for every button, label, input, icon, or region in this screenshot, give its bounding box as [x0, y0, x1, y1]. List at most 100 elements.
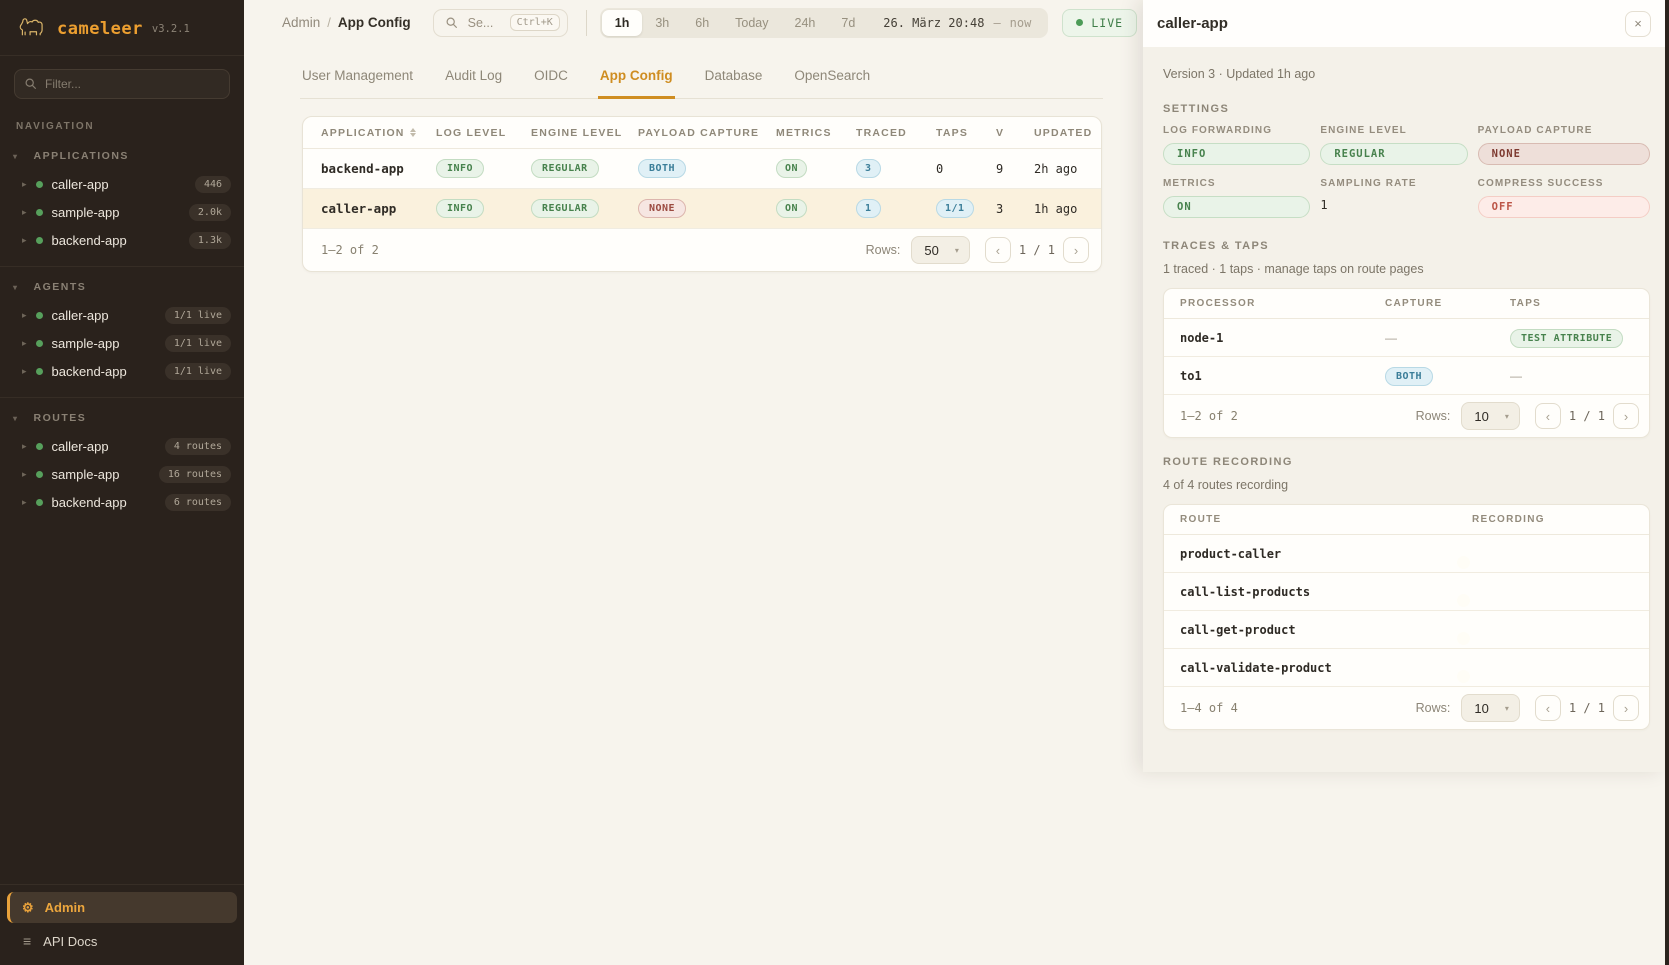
time-range-24h[interactable]: 24h	[794, 15, 816, 30]
item-count-badge: 1/1 live	[164, 362, 231, 380]
filter-input[interactable]	[14, 69, 230, 99]
sidebar-item-routes-sample-app[interactable]: ▸ sample-app 16 routes	[0, 460, 244, 488]
breadcrumb-separator: /	[327, 15, 331, 30]
sidebar-item-admin[interactable]: ⚙ Admin	[7, 892, 237, 923]
item-label: sample-app	[51, 204, 120, 220]
section-applications: ▾ APPLICATIONS ▸ caller-app 446 ▸ sample…	[0, 136, 244, 266]
route-row-call-get-product: call-get-product	[1164, 611, 1649, 649]
item-label: sample-app	[51, 466, 120, 482]
rows-per-page-select[interactable]: 10 ▾	[1461, 694, 1520, 722]
global-search[interactable]: Ctrl+K	[432, 8, 568, 37]
sidebar-item-agents-caller-app[interactable]: ▸ caller-app 1/1 live	[0, 301, 244, 329]
date-range-display[interactable]: 26. März 20:48 — now	[868, 16, 1046, 30]
tab-audit-log[interactable]: Audit Log	[445, 68, 503, 83]
next-page-button[interactable]: ›	[1063, 237, 1089, 263]
table-row-backend-app[interactable]: backend-app INFO REGULAR BOTH ON 3 0 9 2…	[303, 149, 1101, 189]
tab-opensearch[interactable]: OpenSearch	[794, 68, 871, 83]
scrollbar[interactable]	[1665, 0, 1669, 965]
time-range-3h[interactable]: 3h	[655, 15, 670, 30]
prev-page-button[interactable]: ‹	[1534, 403, 1561, 429]
column-log-level: LOG LEVEL	[436, 126, 507, 139]
column-metrics: METRICS	[776, 126, 832, 139]
payload-capture-badge: NONE	[638, 199, 687, 218]
settings-heading: SETTINGS	[1163, 103, 1230, 115]
section-header-applications[interactable]: ▾ APPLICATIONS	[0, 146, 244, 170]
application-name: caller-app	[321, 201, 397, 216]
tab-oidc[interactable]: OIDC	[534, 68, 568, 83]
breadcrumb-admin[interactable]: Admin	[282, 15, 321, 30]
section-header-routes[interactable]: ▾ ROUTES	[0, 408, 244, 432]
live-toggle-button[interactable]: LIVE	[1062, 8, 1138, 37]
tab-database[interactable]: Database	[704, 68, 763, 83]
route-row-call-list-products: call-list-products	[1164, 573, 1649, 611]
traces-subtext: 1 traced · 1 taps · manage taps on route…	[1163, 262, 1424, 276]
row-range-text: 1–4 of 4	[1180, 701, 1238, 715]
section-header-agents[interactable]: ▾ AGENTS	[0, 277, 244, 301]
sidebar-item-agents-sample-app[interactable]: ▸ sample-app 1/1 live	[0, 329, 244, 357]
topbar-divider	[585, 9, 587, 36]
rows-per-page-select[interactable]: 50 ▾	[911, 236, 970, 264]
live-status-dot	[1076, 19, 1084, 26]
close-icon: ×	[1634, 16, 1642, 31]
table-row-caller-app[interactable]: caller-app INFO REGULAR NONE ON 1 1/1 3 …	[303, 189, 1101, 229]
rows-per-page-value: 50	[924, 242, 939, 258]
prev-page-button[interactable]: ‹	[984, 237, 1011, 263]
sidebar-item-api-docs[interactable]: ≡ API Docs	[7, 926, 237, 956]
status-dot	[35, 180, 43, 188]
tab-user-management[interactable]: User Management	[302, 68, 414, 83]
page-indicator: 1 / 1	[1018, 243, 1055, 257]
time-range-picker: 1h 3h 6h Today 24h 7d 26. März 20:48 — n…	[599, 7, 1049, 38]
taps-badge: 1/1	[936, 199, 974, 218]
time-range-6h[interactable]: 6h	[695, 15, 710, 30]
item-label: caller-app	[51, 438, 109, 454]
time-range-7d[interactable]: 7d	[841, 15, 856, 30]
time-range-today[interactable]: Today	[735, 15, 769, 30]
next-page-button[interactable]: ›	[1613, 695, 1639, 721]
chevron-right-icon: ▸	[22, 309, 27, 320]
camel-logo-icon	[16, 13, 48, 44]
rows-per-page-label: Rows:	[865, 243, 901, 257]
prev-page-button[interactable]: ‹	[1534, 695, 1561, 721]
column-application[interactable]: APPLICATION	[321, 127, 436, 139]
time-range-1h[interactable]: 1h	[601, 9, 643, 36]
search-input[interactable]	[465, 14, 502, 31]
version-value: 9	[996, 161, 1004, 176]
sidebar-item-agents-backend-app[interactable]: ▸ backend-app 1/1 live	[0, 357, 244, 385]
rows-per-page-select[interactable]: 10 ▾	[1461, 402, 1520, 430]
traces-row-to1[interactable]: to1 BOTH —	[1164, 357, 1649, 395]
field-compress-success: COMPRESS SUCCESS OFF	[1477, 178, 1650, 218]
item-label: caller-app	[51, 176, 109, 192]
traces-heading: TRACES & TAPS	[1163, 240, 1270, 252]
item-count-badge: 2.0k	[188, 203, 231, 221]
sidebar-item-applications-backend-app[interactable]: ▸ backend-app 1.3k	[0, 226, 244, 254]
date-range-separator: —	[993, 15, 1001, 30]
column-payload-capture: PAYLOAD CAPTURE	[638, 126, 760, 139]
live-label: LIVE	[1091, 15, 1124, 30]
chevron-right-icon: ▸	[22, 440, 27, 451]
traces-row-node-1[interactable]: node-1 — TEST ATTRIBUTE	[1164, 319, 1649, 357]
column-traced: TRACED	[856, 126, 907, 139]
panel-header: caller-app ×	[1143, 0, 1665, 47]
traced-badge: 1	[856, 199, 881, 218]
field-engine-level: ENGINE LEVEL REGULAR	[1320, 125, 1468, 165]
sidebar-item-applications-caller-app[interactable]: ▸ caller-app 446	[0, 170, 244, 198]
column-capture: CAPTURE	[1385, 298, 1443, 309]
item-label: backend-app	[51, 232, 127, 248]
application-name: backend-app	[321, 161, 404, 176]
close-panel-button[interactable]: ×	[1625, 10, 1651, 37]
traces-header-row: PROCESSOR CAPTURE TAPS	[1164, 289, 1649, 319]
section-agents: ▾ AGENTS ▸ caller-app 1/1 live ▸ sample-…	[0, 266, 244, 397]
sidebar-item-routes-backend-app[interactable]: ▸ backend-app 6 routes	[0, 488, 244, 516]
log-level-badge: INFO	[436, 159, 485, 178]
item-count-badge: 4 routes	[164, 437, 231, 455]
item-label: backend-app	[51, 363, 127, 379]
next-page-button[interactable]: ›	[1613, 403, 1639, 429]
sidebar-item-routes-caller-app[interactable]: ▸ caller-app 4 routes	[0, 432, 244, 460]
section-label: AGENTS	[33, 281, 87, 293]
sidebar-item-applications-sample-app[interactable]: ▸ sample-app 2.0k	[0, 198, 244, 226]
route-name: call-list-products	[1180, 584, 1311, 599]
column-taps: TAPS	[1510, 298, 1542, 309]
item-count-badge: 6 routes	[164, 493, 231, 511]
tab-app-config[interactable]: App Config	[597, 59, 675, 99]
date-range-end: now	[1009, 15, 1032, 30]
